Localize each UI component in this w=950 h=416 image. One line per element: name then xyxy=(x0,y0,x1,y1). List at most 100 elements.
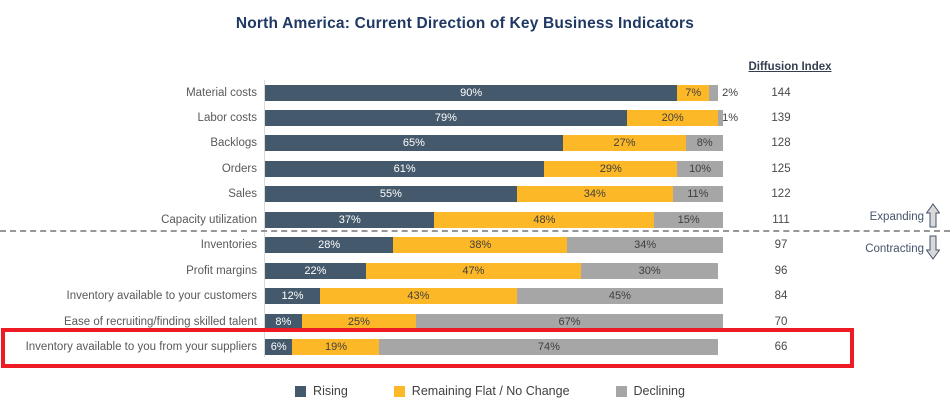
segment-value-label: 45% xyxy=(608,290,631,303)
bar-segment-declining: 34% xyxy=(567,237,723,254)
stacked-bar: 65% 27% 8% xyxy=(265,135,723,152)
expanding-label: Expanding xyxy=(869,211,924,223)
chart-row: Material costs 90% 7% 2% 144 xyxy=(0,84,839,101)
category-label: Sales xyxy=(228,188,257,201)
stacked-bar: 8% 25% 67% xyxy=(265,313,723,330)
bar-segment-flat: 48% xyxy=(434,211,655,228)
stacked-bar: 6% 19% 74% xyxy=(265,339,723,355)
segment-value-label: 37% xyxy=(338,213,361,226)
chart-row: Profit margins 22% 47% 30% 96 xyxy=(0,262,839,279)
segment-value-label: 79% xyxy=(434,111,457,124)
category-label: Backlogs xyxy=(210,137,257,150)
segment-value-label: 12% xyxy=(281,290,304,303)
legend-label: Remaining Flat / No Change xyxy=(411,384,570,398)
bar-segment-declining: 10% xyxy=(677,160,723,177)
segment-value-label: 67% xyxy=(558,315,581,328)
diffusion-index-value: 128 xyxy=(771,137,791,150)
highlight-rectangle xyxy=(1,328,854,368)
diffusion-index-value: 96 xyxy=(774,264,788,277)
bar-segment-rising: 12% xyxy=(265,288,320,305)
bar-segment-declining: 45% xyxy=(516,288,723,305)
legend-item-declining: Declining xyxy=(615,384,685,398)
diffusion-index-value: 125 xyxy=(771,162,791,175)
diffusion-index-value: 144 xyxy=(771,86,791,99)
category-label: Labor costs xyxy=(197,111,257,124)
category-label: Capacity utilization xyxy=(161,213,257,226)
diffusion-index-value: 66 xyxy=(774,341,788,353)
bar-segment-rising: 6% xyxy=(265,339,293,355)
expanding-contracting-separator xyxy=(0,230,950,232)
segment-value-label: 19% xyxy=(324,341,347,353)
segment-value-label: 30% xyxy=(638,264,661,277)
segment-value-label: 15% xyxy=(677,213,700,226)
legend-swatch-icon xyxy=(393,385,405,397)
arrow-up-icon xyxy=(925,203,941,231)
category-label: Orders xyxy=(221,162,257,175)
legend-item-flat: Remaining Flat / No Change xyxy=(393,384,570,398)
legend-swatch-icon xyxy=(295,385,307,397)
diffusion-index-value: 84 xyxy=(774,290,788,303)
bar-segment-rising: 65% xyxy=(265,135,563,152)
segment-value-label: 61% xyxy=(393,162,416,175)
segment-value-label: 43% xyxy=(407,290,430,303)
bar-segment-rising: 28% xyxy=(265,237,394,254)
stacked-bar: 22% 47% 30% xyxy=(265,262,723,279)
stacked-bar: 79% 20% 1% xyxy=(265,109,738,126)
legend-swatch-icon xyxy=(615,385,627,397)
bar-segment-declining: 67% xyxy=(416,313,723,330)
bar-segment-flat: 34% xyxy=(516,186,673,203)
legend: Rising Remaining Flat / No Change Declinin… xyxy=(30,384,950,398)
category-label: Inventory available to you from your sup… xyxy=(25,341,257,353)
y-axis-line xyxy=(264,80,265,357)
bar-segment-flat: 43% xyxy=(319,288,517,305)
bar-segment-flat: 29% xyxy=(544,160,678,177)
diffusion-index-header: Diffusion Index xyxy=(748,61,832,73)
bar-segment-flat: 19% xyxy=(292,339,380,355)
segment-value-label: 8% xyxy=(696,137,713,150)
segment-value-label: 25% xyxy=(347,315,370,328)
segment-value-label: 48% xyxy=(533,213,556,226)
chart-title: North America: Current Direction of Key … xyxy=(235,15,695,32)
segment-value-label: 65% xyxy=(402,137,425,150)
chart-row: Inventories 28% 38% 34% 97 xyxy=(0,237,839,254)
segment-value-label: 38% xyxy=(469,239,492,252)
bar-segment-rising: 8% xyxy=(265,313,302,330)
chart-row: Inventory available to your customers 12%… xyxy=(0,288,839,305)
segment-value-label: 90% xyxy=(460,86,483,99)
chart-row: Backlogs 65% 27% 8% 128 xyxy=(0,135,839,152)
chart-row: Orders 61% 29% 10% 125 xyxy=(0,160,839,177)
stacked-bar: 12% 43% 45% xyxy=(265,288,723,305)
category-label: Inventories xyxy=(200,239,257,252)
bar-segment-flat: 7% xyxy=(677,84,710,101)
bar-segment-flat: 38% xyxy=(393,237,568,254)
stacked-bar: 55% 34% 11% xyxy=(265,186,723,203)
segment-value-label: 34% xyxy=(634,239,657,252)
bar-segment-declining xyxy=(718,109,723,126)
segment-value-label: 55% xyxy=(379,188,402,201)
diffusion-index-value: 70 xyxy=(774,315,788,328)
segment-value-label: 47% xyxy=(462,264,485,277)
chart-row: Sales 55% 34% 11% 122 xyxy=(0,186,839,203)
bar-segment-flat: 25% xyxy=(301,313,417,330)
category-label: Profit margins xyxy=(186,264,257,277)
bar-segment-rising: 61% xyxy=(265,160,545,177)
legend-label: Rising xyxy=(313,384,348,398)
segment-value-label: 28% xyxy=(318,239,341,252)
category-label: Material costs xyxy=(186,86,257,99)
chart-row: Inventory available to you from your sup… xyxy=(0,339,839,356)
segment-value-label: 20% xyxy=(661,111,684,124)
bar-segment-rising: 55% xyxy=(265,186,517,203)
bar-segment-flat: 20% xyxy=(626,109,719,126)
stacked-bar: 61% 29% 10% xyxy=(265,160,723,177)
bar-segment-declining xyxy=(709,84,719,101)
bar-segment-rising: 90% xyxy=(265,84,678,101)
bar-segment-rising: 79% xyxy=(265,109,627,126)
bar-segment-declining: 30% xyxy=(581,262,719,279)
bar-segment-declining: 15% xyxy=(654,211,723,228)
segment-value-label: 1% xyxy=(722,111,738,124)
legend-item-rising: Rising xyxy=(295,384,348,398)
diffusion-index-value: 122 xyxy=(771,188,791,201)
bar-segment-declining: 11% xyxy=(672,186,723,203)
diffusion-index-value: 97 xyxy=(774,239,788,252)
segment-value-label: 7% xyxy=(685,86,702,99)
